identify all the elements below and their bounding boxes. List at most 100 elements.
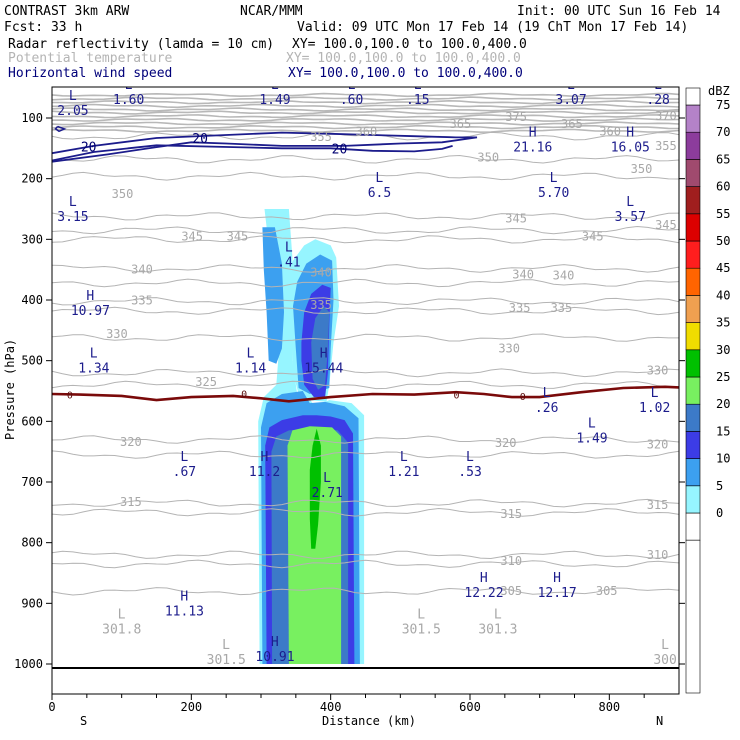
x-tick-label-600: 600 (459, 700, 481, 714)
theta-label-36: 305 (500, 584, 522, 598)
extremum-high-mark-26: H (480, 571, 488, 586)
south-end-label: S (80, 714, 87, 728)
colorbar-unit: dBZ (708, 84, 730, 98)
north-end-label: N (656, 714, 663, 728)
x-tick-label-0: 0 (48, 700, 55, 714)
extremum-high-mark-14: H (86, 289, 94, 304)
y-tick-label-1000: 1000 (14, 657, 43, 671)
colorbar-swatch-45 (685, 267, 701, 296)
theta-contour-upper-7 (52, 117, 679, 122)
reflectivity-region-10dbz-4 (262, 227, 284, 364)
extremum-value-7: 21.16 (513, 140, 552, 155)
extremum-low-mark-23: L (400, 450, 408, 465)
wind-label-0-2: 0 (454, 391, 460, 402)
reflectivity-region-30dbz-11 (309, 428, 321, 549)
colorbar-label-30: 30 (716, 343, 730, 357)
colorbar-top-cap (685, 87, 701, 106)
theta-label-2: 365 (450, 117, 472, 131)
extremum-low-mark-31: L (494, 608, 502, 623)
forecast-hour: Fcst: 33 h (4, 20, 82, 35)
theta-contour-17 (52, 550, 679, 560)
extremum-low-mark-29: L (118, 608, 126, 623)
reflectivity-region-20dbz-9 (311, 306, 330, 390)
wind-label-20-1: 20 (192, 132, 208, 147)
theta-contour-7 (52, 278, 679, 288)
theta-contour-6 (52, 264, 679, 273)
plot-frame (51, 86, 680, 695)
colorbar-label-10: 10 (716, 452, 730, 466)
theta-contour-8 (52, 297, 679, 306)
x-tick-label-200: 200 (180, 700, 202, 714)
extremum-low-mark-0: L (69, 89, 77, 104)
theta-contour-11 (52, 368, 679, 378)
extremum-value-25: 2.71 (312, 486, 343, 501)
x-tick-label-400: 400 (320, 700, 342, 714)
theta-contour-16 (52, 507, 679, 517)
extremum-high-mark-7: H (529, 125, 537, 140)
theta-label-24: 330 (106, 327, 128, 341)
extremum-low-mark-20: L (588, 416, 596, 431)
theta-contour-upper-5 (52, 110, 679, 115)
field-xy-theta: XY= 100.0,100.0 to 100.0,400.0 (286, 51, 521, 66)
y-tick-label-800: 800 (21, 536, 43, 550)
colorbar-swatch-50 (685, 240, 701, 269)
colorbar-swatch-75 (685, 104, 701, 133)
extremum-value-30: 301.5 (402, 623, 441, 638)
colorbar-swatch-0 (685, 512, 701, 541)
extremum-value-27: 12.17 (538, 586, 577, 601)
x-tick-label-800: 800 (598, 700, 620, 714)
extremum-low-mark-13: L (285, 241, 293, 256)
extremum-value-17: 15.44 (304, 362, 343, 377)
theta-contour-4 (52, 225, 679, 235)
extremum-value-11: 5.70 (538, 186, 569, 201)
colorbar-swatch-70 (685, 131, 701, 160)
theta-contour-15 (52, 498, 679, 508)
colorbar-label-20: 20 (716, 397, 730, 411)
extremum-value-12: 3.57 (615, 210, 646, 225)
extremum-low-mark-21: L (180, 450, 188, 465)
extremum-value-18: .26 (535, 401, 558, 416)
colorbar-swatch-20 (685, 403, 701, 432)
wind-contour-20-upper (52, 131, 478, 163)
extremum-value-28: 11.13 (165, 604, 204, 619)
theta-label-26: 330 (647, 363, 669, 377)
extremum-value-13: .41 (277, 256, 300, 271)
theta-contour-9 (52, 306, 679, 316)
theta-label-27: 325 (195, 375, 217, 389)
theta-label-35: 310 (647, 548, 669, 562)
wind-label-0-1: 0 (241, 389, 247, 400)
extremum-value-16: 1.14 (235, 362, 266, 377)
field-xy-reflectivity: XY= 100.0,100.0 to 100.0,400.0 (292, 37, 527, 52)
theta-label-25: 330 (498, 342, 520, 356)
extremum-value-9: 3.15 (57, 210, 88, 225)
colorbar: dBZ 0 5 10 15 20 25 30 35 40 45 50 55 60 65 70 75 (685, 84, 730, 694)
theta-label-7: 355 (655, 139, 677, 153)
model-title: CONTRAST 3km ARW (4, 4, 129, 19)
theta-label-19: 340 (553, 269, 575, 283)
extremum-value-5: 3.07 (555, 93, 586, 108)
wind-label-0-0: 0 (67, 391, 73, 402)
extremum-low-mark-15: L (90, 347, 98, 362)
theta-label-30: 320 (647, 437, 669, 451)
extremum-value-34: 300 (653, 653, 676, 668)
colorbar-label-70: 70 (716, 125, 730, 139)
theta-label-5: 360 (599, 124, 621, 138)
extremum-low-mark-6: L (654, 78, 662, 93)
extremum-high-mark-8: H (626, 125, 634, 140)
theta-label-15: 345 (655, 218, 677, 232)
colorbar-swatch-25 (685, 376, 701, 405)
wind-label-20-0: 20 (81, 141, 97, 156)
extremum-high-mark-28: H (180, 589, 188, 604)
extremum-value-4: .15 (406, 93, 429, 108)
theta-label-3: 365 (561, 117, 583, 131)
theta-contour-upper-8 (52, 121, 679, 126)
y-tick-label-500: 500 (21, 354, 43, 368)
theta-label-6: 355 (310, 130, 332, 144)
theta-label-9: 350 (631, 162, 653, 176)
extremum-low-mark-5: L (567, 78, 575, 93)
theta-label-12: 345 (227, 229, 249, 243)
colorbar-swatch-15 (685, 431, 701, 459)
extremum-low-mark-25: L (323, 471, 331, 486)
